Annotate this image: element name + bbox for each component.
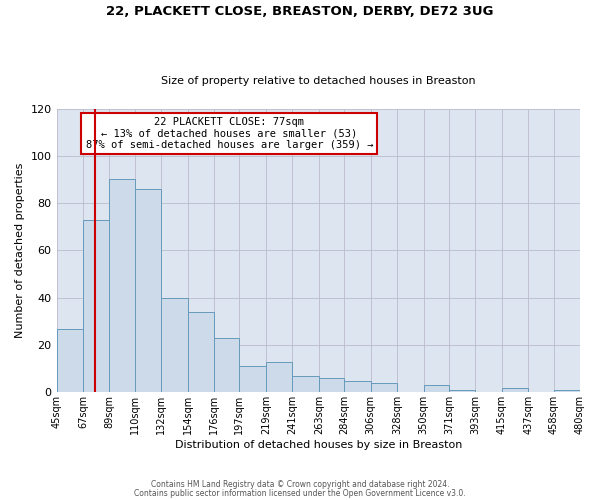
- Bar: [214, 338, 239, 392]
- Bar: [449, 390, 475, 392]
- Text: Contains public sector information licensed under the Open Government Licence v3: Contains public sector information licen…: [134, 488, 466, 498]
- Text: Contains HM Land Registry data © Crown copyright and database right 2024.: Contains HM Land Registry data © Crown c…: [151, 480, 449, 489]
- Text: 22, PLACKETT CLOSE, BREASTON, DERBY, DE72 3UG: 22, PLACKETT CLOSE, BREASTON, DERBY, DE7…: [106, 5, 494, 18]
- X-axis label: Distribution of detached houses by size in Breaston: Distribution of detached houses by size …: [175, 440, 462, 450]
- Text: 22 PLACKETT CLOSE: 77sqm
← 13% of detached houses are smaller (53)
87% of semi-d: 22 PLACKETT CLOSE: 77sqm ← 13% of detach…: [86, 117, 373, 150]
- Bar: [239, 366, 266, 392]
- Title: Size of property relative to detached houses in Breaston: Size of property relative to detached ho…: [161, 76, 476, 86]
- Bar: [135, 189, 161, 392]
- Bar: [319, 378, 344, 392]
- Bar: [554, 390, 580, 392]
- Bar: [424, 386, 449, 392]
- Bar: [56, 328, 83, 392]
- Bar: [109, 180, 135, 392]
- Bar: [188, 312, 214, 392]
- Bar: [266, 362, 292, 392]
- Bar: [344, 380, 371, 392]
- Bar: [83, 220, 109, 392]
- Bar: [161, 298, 188, 392]
- Bar: [292, 376, 319, 392]
- Bar: [371, 383, 397, 392]
- Y-axis label: Number of detached properties: Number of detached properties: [15, 163, 25, 338]
- Bar: [502, 388, 528, 392]
